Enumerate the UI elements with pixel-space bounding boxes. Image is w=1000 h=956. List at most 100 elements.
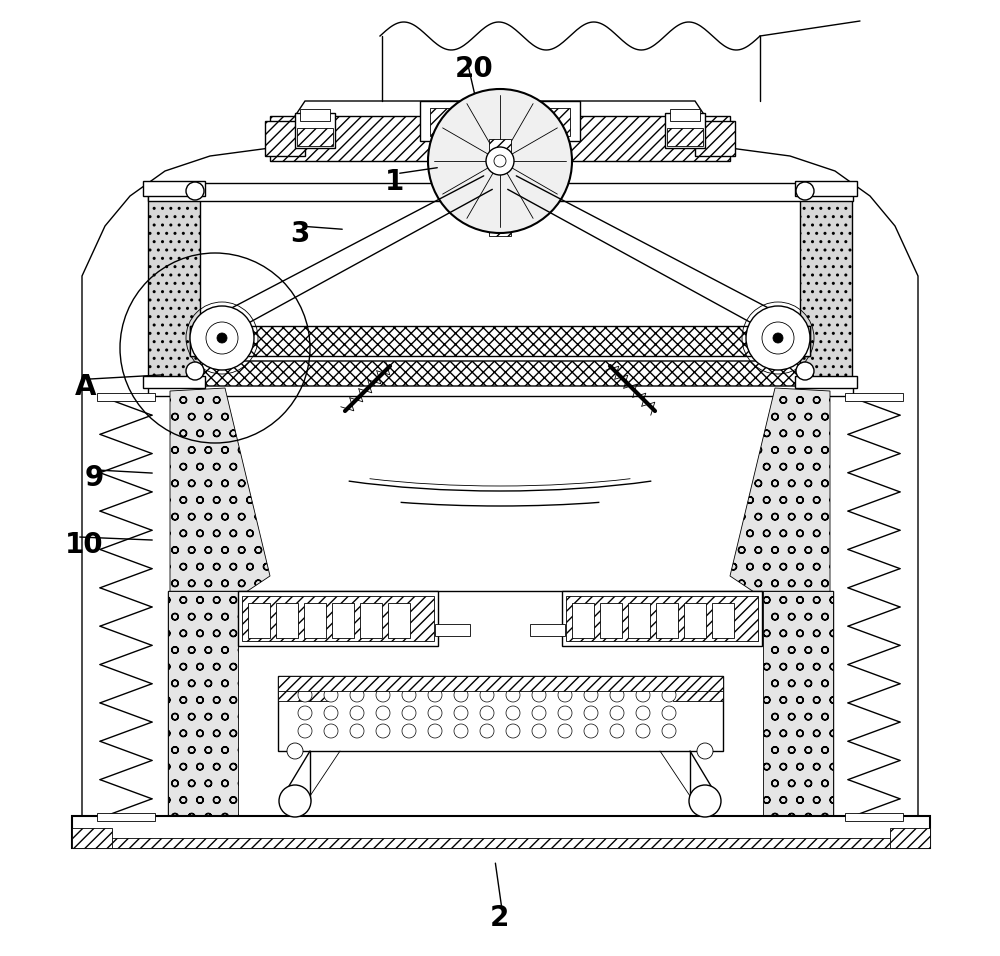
- Polygon shape: [185, 361, 820, 386]
- Bar: [656, 603, 678, 638]
- Bar: [300, 109, 330, 121]
- Circle shape: [610, 706, 624, 720]
- Text: 10: 10: [65, 531, 104, 559]
- Circle shape: [298, 724, 312, 738]
- Circle shape: [558, 724, 572, 738]
- Bar: [670, 109, 700, 121]
- Bar: [265, 121, 305, 156]
- Circle shape: [610, 724, 624, 738]
- Circle shape: [584, 706, 598, 720]
- Text: 2: 2: [490, 903, 509, 932]
- Bar: [430, 108, 570, 136]
- Circle shape: [206, 322, 238, 354]
- Bar: [304, 603, 326, 638]
- Bar: [97, 393, 155, 401]
- Bar: [278, 676, 723, 691]
- Circle shape: [186, 182, 204, 200]
- Bar: [97, 813, 155, 821]
- Bar: [270, 116, 730, 161]
- Circle shape: [428, 724, 442, 738]
- Bar: [148, 381, 853, 396]
- Bar: [667, 128, 703, 146]
- Bar: [566, 596, 758, 641]
- Circle shape: [376, 724, 390, 738]
- Bar: [238, 591, 438, 646]
- Circle shape: [186, 362, 204, 380]
- Circle shape: [610, 688, 624, 702]
- Polygon shape: [170, 388, 270, 596]
- Circle shape: [532, 706, 546, 720]
- Text: 3: 3: [290, 220, 309, 249]
- Circle shape: [402, 688, 416, 702]
- Bar: [890, 828, 930, 848]
- Circle shape: [636, 688, 650, 702]
- Circle shape: [350, 706, 364, 720]
- Circle shape: [746, 306, 810, 370]
- Circle shape: [454, 706, 468, 720]
- Bar: [143, 181, 205, 196]
- Bar: [435, 624, 470, 636]
- Text: 1: 1: [385, 167, 404, 196]
- Bar: [795, 181, 857, 196]
- Bar: [420, 101, 580, 141]
- Bar: [168, 591, 238, 826]
- Bar: [800, 191, 852, 386]
- Circle shape: [506, 688, 520, 702]
- Circle shape: [287, 743, 303, 759]
- Circle shape: [662, 724, 676, 738]
- Bar: [168, 591, 833, 826]
- Circle shape: [689, 785, 721, 817]
- Circle shape: [796, 362, 814, 380]
- Circle shape: [454, 724, 468, 738]
- Circle shape: [532, 688, 546, 702]
- Circle shape: [376, 688, 390, 702]
- Bar: [665, 113, 705, 148]
- Bar: [489, 161, 511, 236]
- Circle shape: [324, 724, 338, 738]
- Circle shape: [402, 706, 416, 720]
- Circle shape: [428, 688, 442, 702]
- Polygon shape: [730, 388, 830, 596]
- Text: A: A: [75, 373, 96, 402]
- Circle shape: [486, 147, 514, 175]
- Bar: [489, 139, 511, 161]
- Bar: [673, 676, 723, 701]
- Bar: [845, 393, 903, 401]
- Bar: [190, 326, 810, 356]
- Bar: [190, 326, 230, 356]
- Bar: [795, 376, 857, 388]
- Bar: [248, 603, 270, 638]
- Bar: [530, 624, 565, 636]
- Circle shape: [494, 155, 506, 167]
- Circle shape: [454, 688, 468, 702]
- Bar: [72, 816, 930, 848]
- Text: 9: 9: [85, 464, 104, 492]
- Circle shape: [506, 724, 520, 738]
- Circle shape: [350, 724, 364, 738]
- Bar: [148, 191, 200, 386]
- Bar: [712, 603, 734, 638]
- Circle shape: [558, 706, 572, 720]
- Circle shape: [376, 706, 390, 720]
- Bar: [628, 603, 650, 638]
- Bar: [695, 121, 735, 156]
- Circle shape: [298, 706, 312, 720]
- Circle shape: [762, 322, 794, 354]
- Bar: [148, 183, 853, 201]
- Circle shape: [506, 706, 520, 720]
- Bar: [295, 113, 335, 148]
- Circle shape: [298, 688, 312, 702]
- Circle shape: [428, 89, 572, 233]
- Circle shape: [584, 688, 598, 702]
- Circle shape: [636, 724, 650, 738]
- Bar: [332, 603, 354, 638]
- Circle shape: [773, 333, 783, 343]
- Bar: [242, 596, 434, 641]
- Circle shape: [350, 688, 364, 702]
- Circle shape: [662, 706, 676, 720]
- Polygon shape: [82, 101, 918, 848]
- Circle shape: [480, 724, 494, 738]
- Circle shape: [402, 724, 416, 738]
- Bar: [845, 813, 903, 821]
- Bar: [763, 591, 833, 826]
